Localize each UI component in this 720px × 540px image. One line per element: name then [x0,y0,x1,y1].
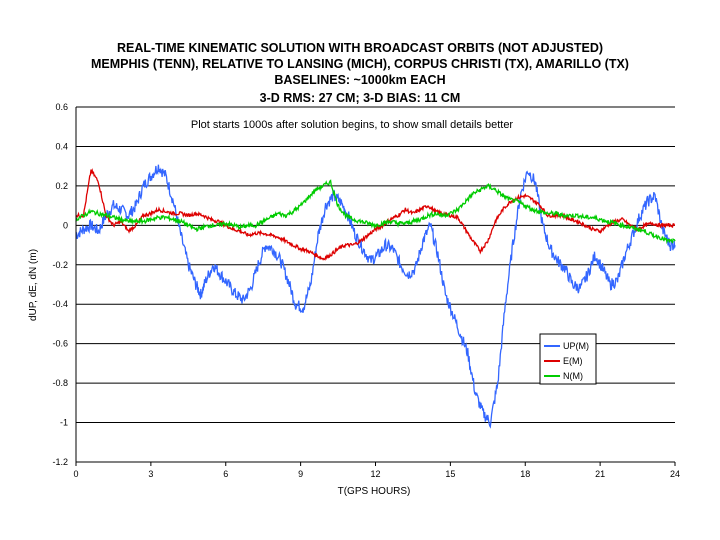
y-tick-label: -1.2 [52,457,68,467]
x-tick-label: 3 [148,469,153,479]
x-tick-label: 15 [445,469,455,479]
chart-title-line-1: REAL-TIME KINEMATIC SOLUTION WITH BROADC… [116,41,604,55]
chart-annotation: Plot starts 1000s after solution begins,… [191,119,514,131]
y-tick-label: 0.4 [55,141,68,151]
x-tick-label: 9 [298,469,303,479]
chart-title-line-3: BASELINES: ~1000km EACH [274,73,446,87]
x-tick-label: 24 [670,469,680,479]
legend-label: N(M) [563,371,583,381]
series-line-em [75,168,676,261]
y-tick-label: -0.6 [52,339,68,349]
y-tick-label: 0.2 [55,181,68,191]
chart-legend: UP(M) E(M) N(M) [539,333,597,385]
x-tick-label: 12 [370,469,380,479]
series-line-upm [75,164,676,429]
y-tick-label: -1 [60,418,68,428]
chart-series [75,164,676,429]
legend-label: E(M) [563,356,583,366]
y-tick-label: 0.6 [55,102,68,112]
y-axis-label: dUP, dE, dN (m) [28,249,39,321]
y-tick-label: -0.8 [52,378,68,388]
x-tick-label: 6 [223,469,228,479]
chart-title-line-2: MEMPHIS (TENN), RELATIVE TO LANSING (MIC… [91,57,629,71]
legend-label: UP(M) [563,341,589,351]
y-tick-label: 0 [63,220,68,230]
x-axis-label: T(GPS HOURS) [338,486,411,497]
chart-grid [76,106,675,463]
chart-title-line-4: 3-D RMS: 27 CM; 3-D BIAS: 11 CM [259,91,461,105]
x-tick-label: 0 [73,469,78,479]
y-tick-label: -0.2 [52,260,68,270]
y-tick-label: -0.4 [52,299,68,309]
chart-axes: 0.6 0.4 0.2 0 -0.2 -0.4 -0.6 -0.8 -1 -1.2 0 3 6 9 12 15… [52,102,680,479]
series-line-nm [75,179,676,245]
x-tick-label: 18 [520,469,530,479]
x-tick-label: 21 [595,469,605,479]
